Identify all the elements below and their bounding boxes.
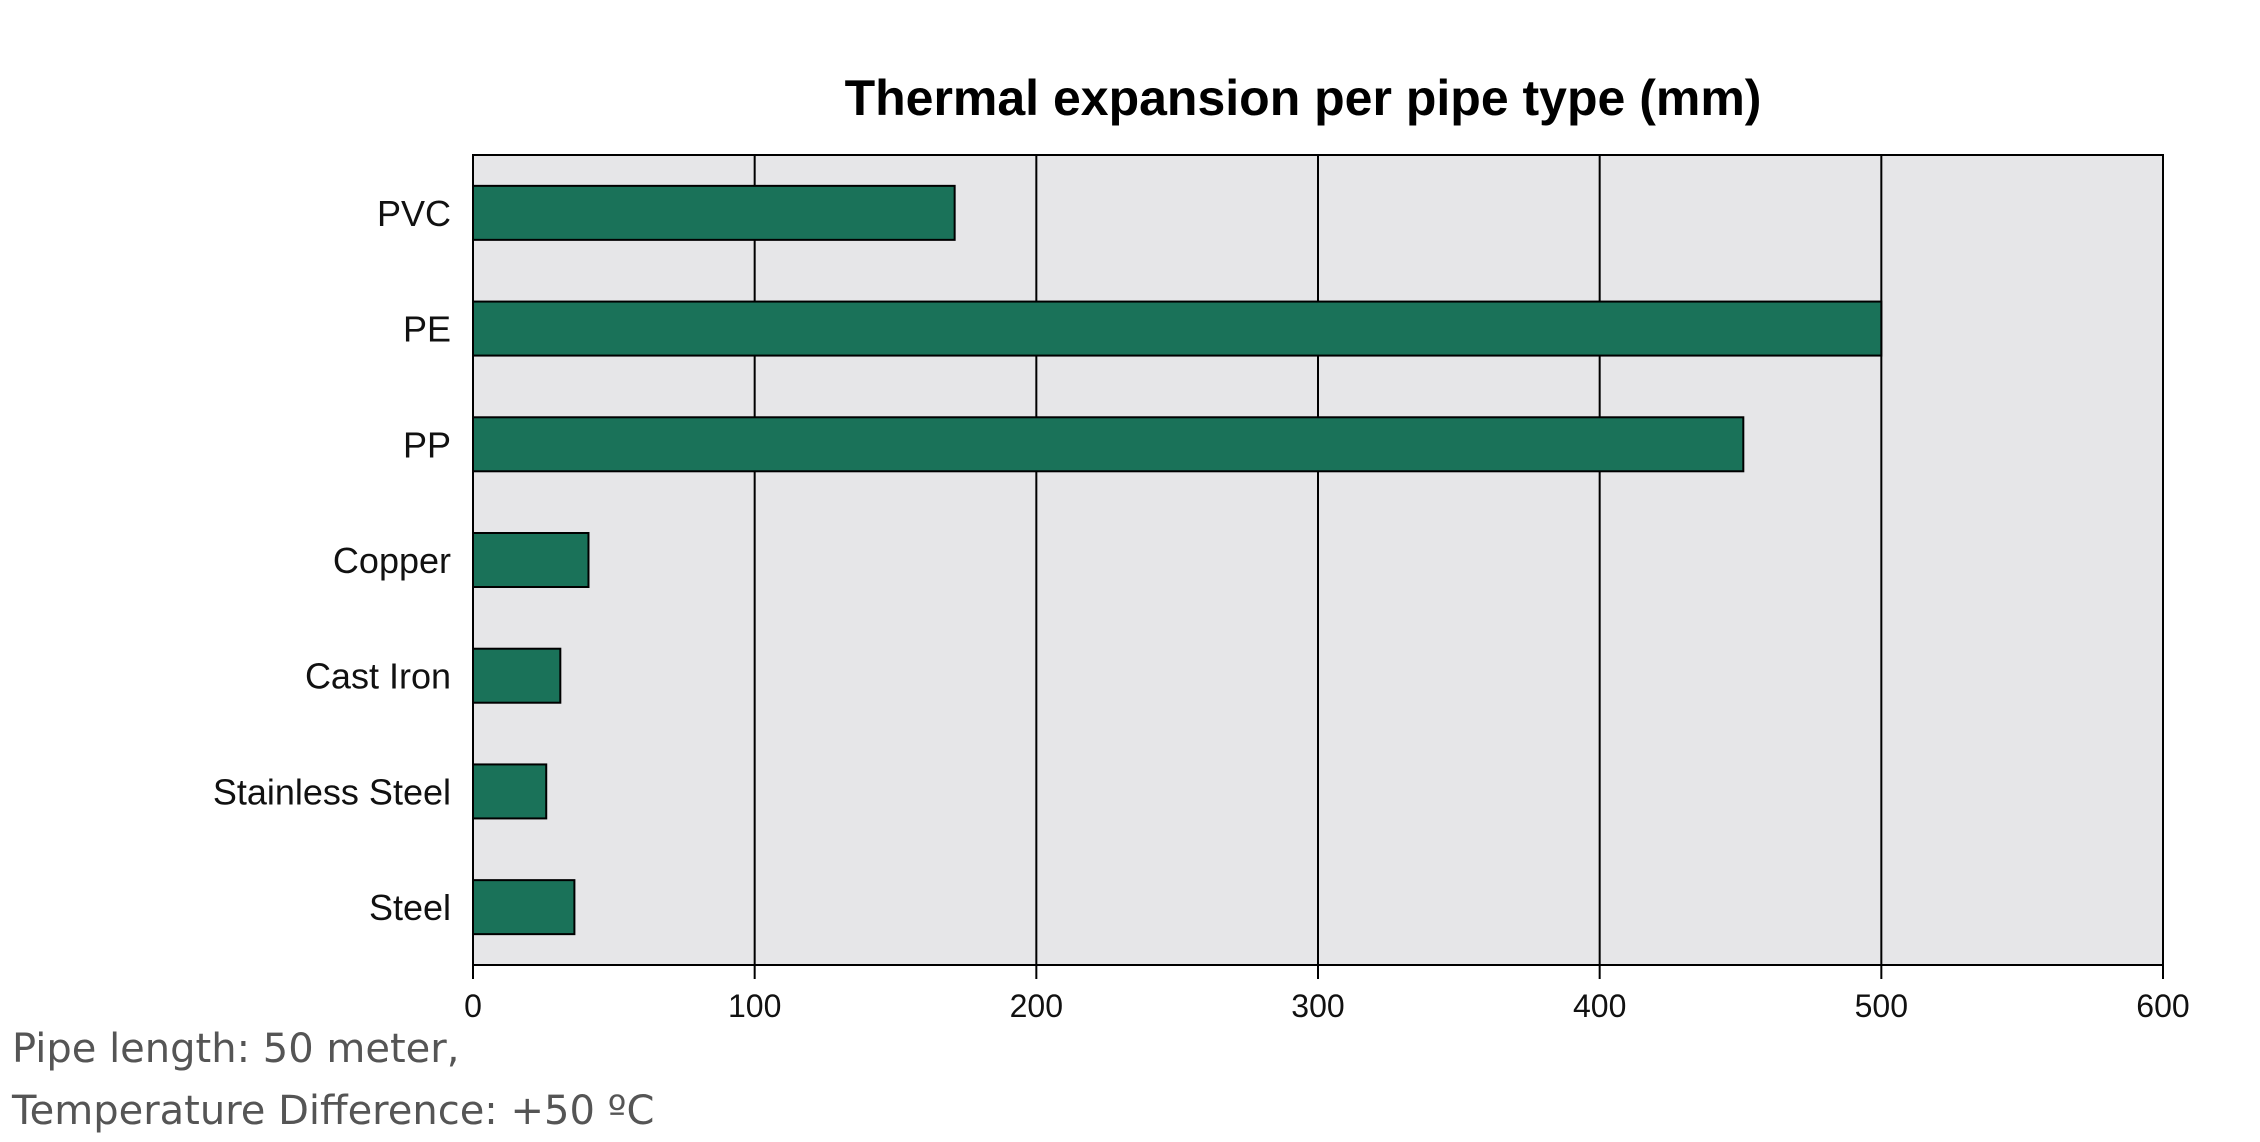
tick-label-0: 0 <box>464 988 482 1024</box>
category-label-stainless-steel: Stainless Steel <box>213 771 451 812</box>
category-label-pe: PE <box>403 309 451 350</box>
bar-stainless-steel <box>472 763 548 820</box>
category-label-pp: PP <box>403 424 451 465</box>
category-label-pvc: PVC <box>377 193 451 234</box>
tick-label-400: 400 <box>1573 988 1626 1024</box>
bars <box>472 184 1883 936</box>
bar-pe <box>472 300 1883 357</box>
tick-label-100: 100 <box>728 988 781 1024</box>
footnote-temperature-difference: Temperature Difference: +50 ºC <box>12 1088 655 1134</box>
category-label-cast-iron: Cast Iron <box>305 656 451 697</box>
tick-label-200: 200 <box>1010 988 1063 1024</box>
footnote-pipe-length: Pipe length: 50 meter, <box>12 1026 460 1072</box>
footnote: Pipe length: 50 meter, Temperature Diffe… <box>12 1018 654 1142</box>
category-label-copper: Copper <box>333 540 451 581</box>
bar-pp <box>472 416 1745 473</box>
plot-frame <box>472 154 2164 966</box>
bar-pvc <box>472 184 956 241</box>
category-labels: PVC PE PP Copper Cast Iron Stainless Steel Ste… <box>213 193 451 928</box>
tick-label-500: 500 <box>1855 988 1908 1024</box>
bar-copper <box>472 532 590 588</box>
category-label-steel: Steel <box>369 887 451 928</box>
bar-cast-iron <box>472 647 562 704</box>
bar-steel <box>472 879 576 936</box>
tick-label-300: 300 <box>1291 988 1344 1024</box>
chart-title: Thermal expansion per pipe type (mm) <box>845 70 1762 126</box>
x-axis-ticks: 0 100 200 300 400 500 600 <box>464 965 2190 1024</box>
tick-label-600: 600 <box>2136 988 2189 1024</box>
